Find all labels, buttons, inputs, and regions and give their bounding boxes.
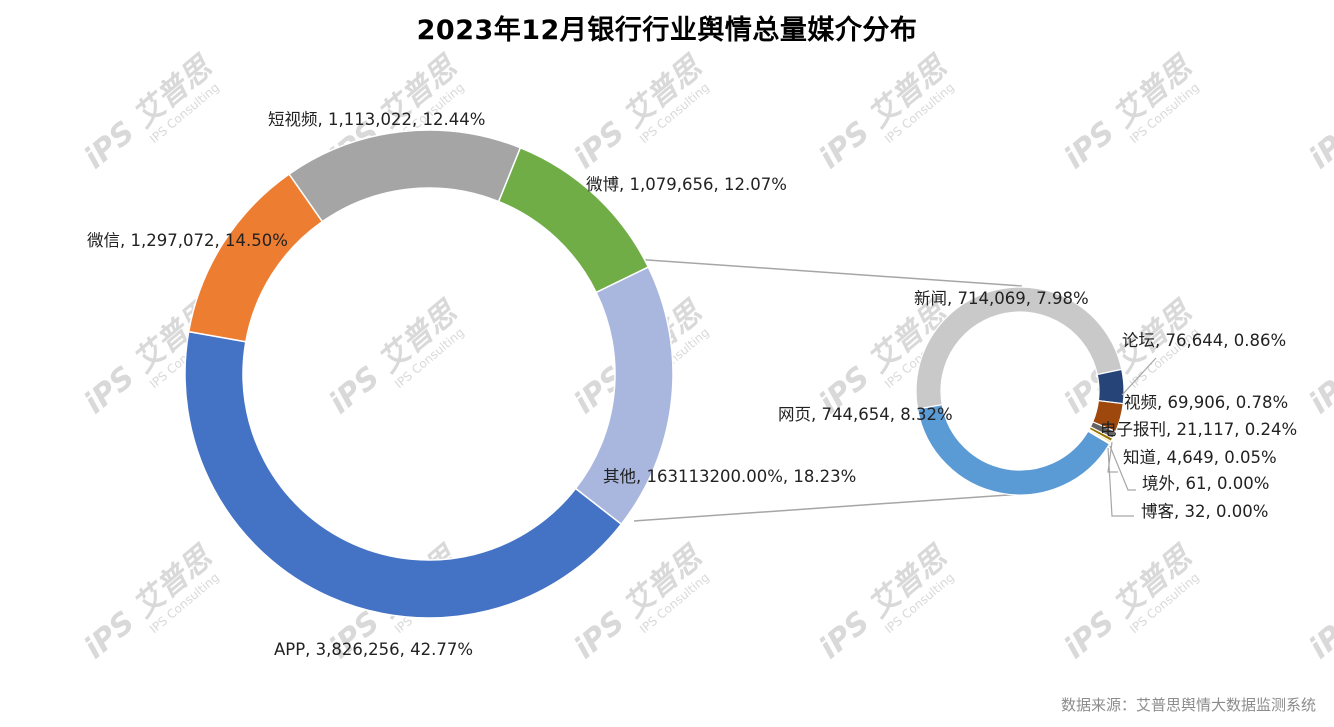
connector-lines (633, 258, 1023, 522)
watermark-logo: iPS 艾普思 (323, 293, 466, 421)
chart-title: 2023年12月银行行业舆情总量媒介分布 (416, 15, 918, 46)
connector-line-bottom (633, 493, 1023, 522)
leader-line (1107, 447, 1134, 517)
main-donut (184, 129, 674, 619)
leader-line (1109, 445, 1136, 491)
leader-lines (1107, 357, 1157, 517)
data-label-e79fade8a786e9a291: 短视频, 1,113,022, 12.44% (268, 110, 485, 129)
slice-e696b0e997bb (915, 286, 1123, 410)
slice-e7bd91e9a1b5 (916, 404, 1111, 496)
data-labels: APP, 3,826,256, 42.77% 微信, 1,297,072, 14.… (87, 110, 1297, 659)
slice-e5beaee58d9a (497, 146, 650, 294)
watermark-logo: iPS 艾普思 (78, 538, 221, 666)
data-source-note: 数据来源：艾普思舆情大数据监测系统 (1060, 696, 1316, 714)
connector-line-top (633, 258, 1023, 287)
data-label-e7bd91e9a1b5: 网页, 744,654, 8.32% (778, 405, 953, 424)
data-label-app: APP, 3,826,256, 42.77% (274, 640, 473, 659)
data-label-e58d9ae5aea2: 博客, 32, 0.00% (1141, 502, 1268, 521)
data-label-e8a786e9a291: 视频, 69,906, 0.78% (1124, 393, 1288, 412)
data-label-e5beaee4bfa1: 微信, 1,297,072, 14.50% (87, 231, 288, 250)
watermark-logo: iPS 艾普思 (1303, 48, 1334, 176)
watermark-logo: iPS 艾普思 (1058, 538, 1201, 666)
slice-app (184, 330, 623, 619)
leader-line (1107, 441, 1118, 473)
slice-e5beaee4bfa1 (187, 173, 324, 343)
data-label-e696b0e997bb: 新闻, 714,069, 7.98% (914, 289, 1089, 308)
leader-line (1121, 357, 1157, 396)
data-label-e794b5e5ad90e68aa5e5888a: 电子报刊, 21,117, 0.24% (1100, 420, 1297, 439)
slice-e8aebae59d9b (1096, 368, 1125, 405)
secondary-donut (915, 286, 1125, 496)
watermark-logo: iPS 艾普思 (813, 48, 956, 176)
watermark-logo: iPS 艾普思 (1303, 293, 1334, 421)
data-label-e5a283e5a496: 境外, 61, 0.00% (1142, 474, 1269, 493)
slice-e79fade8a786e9a291 (288, 129, 522, 223)
watermark-logo: iPS 艾普思 (813, 538, 956, 666)
watermark-logo: iPS 艾普思 (1058, 48, 1201, 176)
data-label-e8aebae59d9b: 论坛, 76,644, 0.86% (1122, 331, 1286, 350)
data-label-e79fa5e98193: 知道, 4,649, 0.05% (1123, 448, 1277, 467)
watermark-logo: iPS 艾普思 (1303, 538, 1334, 666)
watermark-logo: iPS 艾普思 (78, 48, 221, 176)
data-label-e585b6e4bb96: 其他, 163113200.00%, 18.23% (603, 467, 856, 486)
watermark-logo: iPS 艾普思 (568, 48, 711, 176)
data-label-e5beaee58d9a: 微博, 1,079,656, 12.07% (586, 175, 787, 194)
